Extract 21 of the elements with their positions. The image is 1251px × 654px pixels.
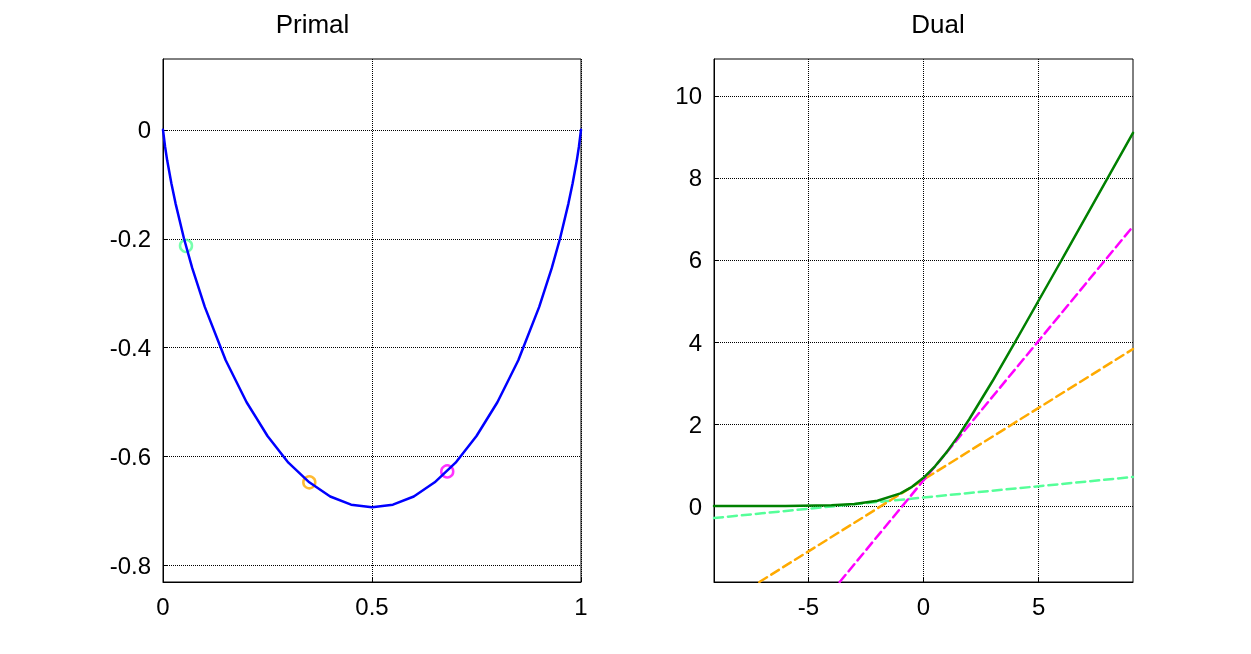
x-tick-label: 1 [574, 592, 588, 620]
y-tick-label: 6 [688, 246, 702, 274]
x-tick-label: 0.5 [355, 592, 389, 620]
y-tick-label: -0.6 [109, 443, 151, 471]
y-tick-label: 10 [675, 82, 702, 110]
y-tick-label: 0 [688, 492, 702, 520]
x-tick-label: -5 [797, 592, 820, 620]
x-tick-label: 0 [916, 592, 931, 620]
y-tick-label: 8 [688, 164, 702, 192]
line-series [161, 128, 583, 509]
y-tick-label: -0.8 [109, 552, 151, 580]
y-tick-label: -0.4 [109, 334, 151, 362]
y-tick-label: 0 [137, 116, 151, 144]
x-tick-label: 5 [1031, 592, 1046, 620]
y-tick-label: 2 [688, 410, 702, 438]
y-tick-label: 4 [688, 328, 702, 356]
line-series [712, 131, 1135, 508]
y-tick-label: -0.2 [109, 225, 151, 253]
x-tick-label: 0 [156, 592, 170, 620]
chart-title: Dual [911, 9, 965, 39]
chart-title: Primal [275, 9, 350, 39]
